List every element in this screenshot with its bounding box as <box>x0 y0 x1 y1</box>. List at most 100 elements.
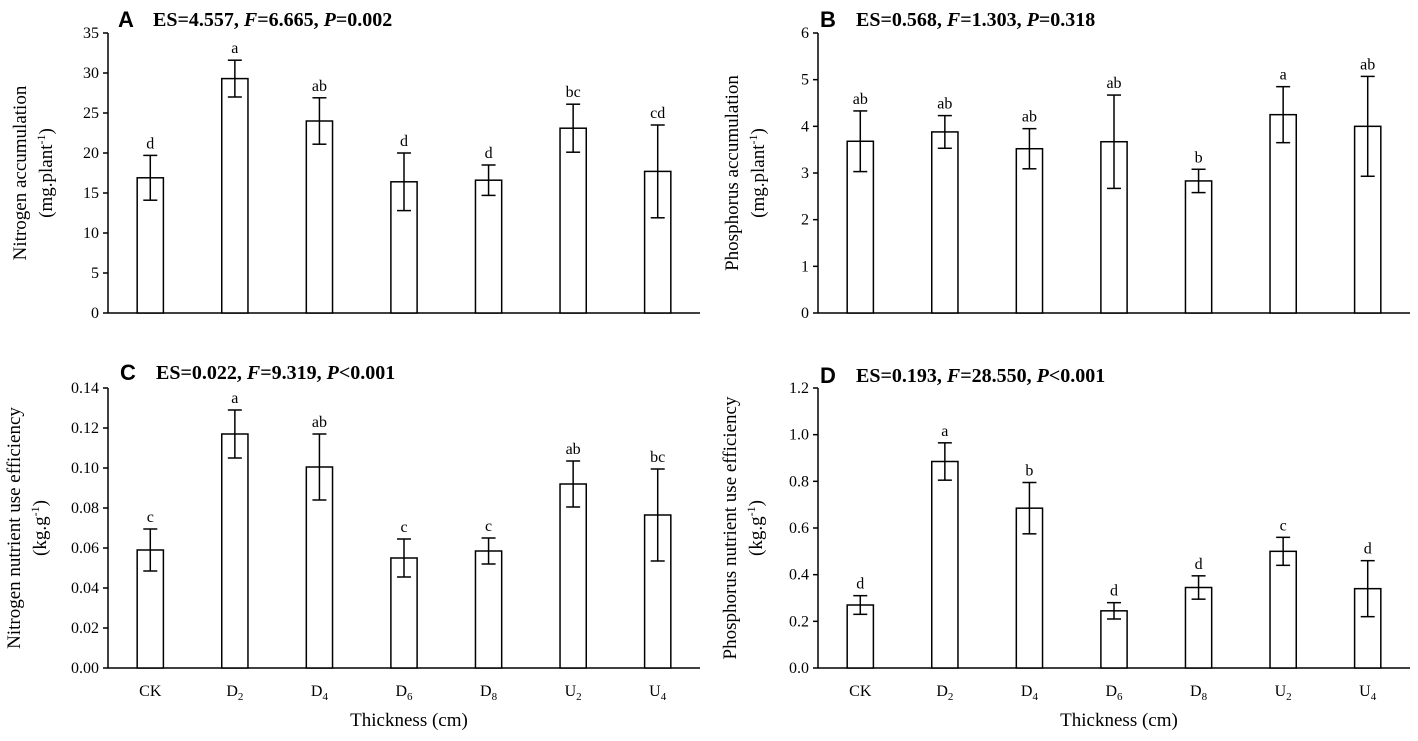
y-tick-label: 30 <box>83 65 99 82</box>
y-unit-end: ) <box>36 128 57 134</box>
y-tick-label: 0.12 <box>71 420 99 437</box>
x-tick-base: D <box>226 683 238 700</box>
significance-letter: bc <box>650 449 665 466</box>
x-tick-label: D2 <box>936 683 953 703</box>
y-tick-label: 6 <box>801 25 809 42</box>
x-tick-label: U4 <box>649 683 667 703</box>
stats-p-value: <0.001 <box>339 362 395 384</box>
stats-es: ES=4.557, <box>153 9 244 31</box>
x-tick-sub: 4 <box>322 691 328 703</box>
x-tick-label: U2 <box>1275 683 1292 703</box>
y-tick-label: 1.2 <box>789 380 809 397</box>
significance-letter: ab <box>1360 56 1375 73</box>
significance-letter: d <box>1110 583 1118 600</box>
y-axis-unit-label: (mg.plant-1) <box>746 128 769 218</box>
bar <box>930 460 959 669</box>
x-tick-label: D8 <box>1190 683 1208 703</box>
stats-label: ES=0.568, F=1.303, P=0.318 <box>856 9 1095 31</box>
significance-letter: c <box>400 519 407 536</box>
bar <box>930 131 959 314</box>
y-tick-label: 0.06 <box>71 540 99 557</box>
y-unit-end: ) <box>748 128 769 134</box>
stats-p-label: P <box>1026 9 1040 31</box>
y-tick-label: 0.10 <box>71 460 99 477</box>
significance-letter: a <box>1280 67 1287 84</box>
y-tick-label: 0.0 <box>789 660 809 677</box>
y-tick-label: 35 <box>83 25 99 42</box>
stats-p-label: P <box>323 9 337 31</box>
significance-letter: ab <box>1106 75 1121 92</box>
stats-f-label: F <box>243 9 258 31</box>
y-unit-main: (kg.g <box>746 516 767 556</box>
stats-label: ES=0.022, F=9.319, P<0.001 <box>156 362 395 384</box>
significance-letter: d <box>146 135 154 152</box>
y-axis-unit-label: (kg.g-1) <box>744 500 767 556</box>
x-tick-label: CK <box>139 683 162 700</box>
x-tick-base: D <box>1190 683 1202 700</box>
y-unit-sup: -1 <box>744 506 758 516</box>
x-tick-base: D <box>936 683 948 700</box>
x-tick-base: U <box>649 683 661 700</box>
bar <box>474 550 503 669</box>
y-tick-label: 0.6 <box>789 520 809 537</box>
significance-letter: ab <box>312 78 327 95</box>
bar <box>559 127 588 314</box>
y-tick-label: 1 <box>801 258 809 275</box>
stats-label: ES=4.557, F=6.665, P=0.002 <box>153 9 392 31</box>
y-tick-label: 3 <box>801 165 809 182</box>
significance-letter: c <box>147 509 154 526</box>
y-tick-label: 0.8 <box>789 473 809 490</box>
x-tick-base: D <box>395 683 407 700</box>
y-unit-sup: -1 <box>34 134 48 144</box>
x-tick-label: D6 <box>1105 683 1123 703</box>
stats-es: ES=0.568, <box>856 9 947 31</box>
bar <box>220 77 249 314</box>
significance-letter: cd <box>650 105 665 122</box>
y-tick-label: 0 <box>801 305 809 322</box>
y-axis-label: Nitrogen nutrient use efficiency <box>4 407 25 649</box>
y-tick-label: 0.08 <box>71 500 99 517</box>
y-tick-label: 0.14 <box>71 380 99 397</box>
y-tick-label: 15 <box>83 185 99 202</box>
bar <box>474 179 503 314</box>
y-unit-main: (kg.g <box>30 516 51 556</box>
x-tick-base: CK <box>849 683 872 700</box>
y-tick-label: 0.04 <box>71 580 99 597</box>
x-tick-sub: 8 <box>1202 691 1208 703</box>
x-tick-base: D <box>1021 683 1033 700</box>
significance-letter: a <box>231 390 238 407</box>
x-tick-label: D8 <box>480 683 498 703</box>
y-unit-end: ) <box>30 500 51 506</box>
x-tick-label: D2 <box>226 683 243 703</box>
significance-letter: ab <box>853 91 868 108</box>
panel-letter: B <box>820 7 836 32</box>
stats-f-value: =9.319, <box>260 362 326 384</box>
significance-letter: d <box>400 133 408 150</box>
x-axis-label: Thickness (cm) <box>350 710 468 731</box>
x-tick-sub: 2 <box>948 691 954 703</box>
x-tick-label: CK <box>849 683 872 700</box>
panel-letter: C <box>120 360 136 385</box>
x-tick-base: D <box>1105 683 1117 700</box>
significance-letter: ab <box>566 441 581 458</box>
significance-letter: bc <box>566 84 581 101</box>
y-tick-label: 20 <box>83 145 99 162</box>
y-unit-main: (mg.plant <box>748 144 769 218</box>
x-tick-sub: 6 <box>407 691 413 703</box>
panel-c: C ES=0.022, F=9.319, P<0.001 0.00 0.02 0.04 0… <box>4 360 700 731</box>
y-tick-label: 5 <box>91 265 99 282</box>
y-axis-unit-label: (mg.plant-1) <box>34 128 57 218</box>
stats-label: ES=0.193, F=28.550, P<0.001 <box>856 365 1105 387</box>
significance-letter: d <box>1195 556 1203 573</box>
y-unit-sup: -1 <box>28 506 42 516</box>
y-tick-label: 0.4 <box>789 567 809 584</box>
y-tick-label: 1.0 <box>789 427 809 444</box>
stats-f-label: F <box>246 362 261 384</box>
y-axis-label: Phosphorus nutrient use efficiency <box>720 396 741 659</box>
x-tick-base: U <box>565 683 577 700</box>
significance-letter: d <box>1364 541 1372 558</box>
x-tick-sub: 2 <box>1286 691 1292 703</box>
panel-b: B ES=0.568, F=1.303, P=0.318 0 1 2 3 4 5 6 Phosph… <box>722 7 1410 322</box>
